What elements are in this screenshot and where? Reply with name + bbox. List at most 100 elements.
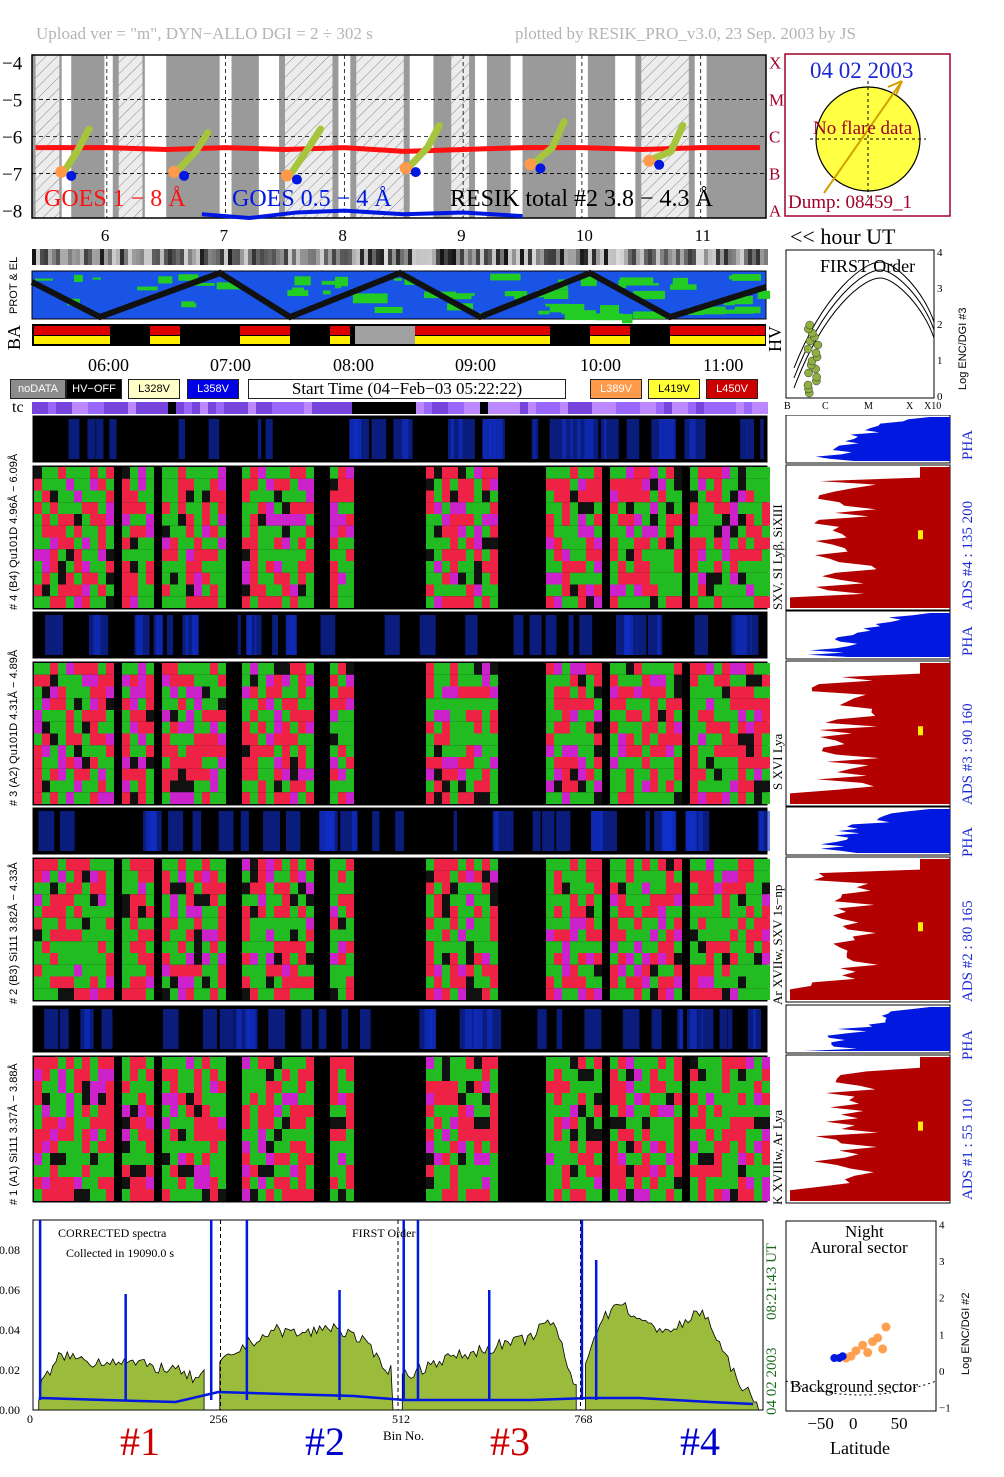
spectrogram-cell — [290, 1117, 298, 1129]
spectrogram-cell — [346, 906, 354, 918]
ba-gradient-cell — [172, 249, 176, 265]
spectrogram-cell — [762, 1093, 770, 1105]
spectrogram-cell — [706, 1165, 714, 1177]
spectrogram-cell — [242, 674, 250, 687]
spectrogram-cell — [98, 929, 106, 942]
ba-gradient-cell — [48, 249, 52, 265]
spectrogram-cell — [82, 514, 90, 526]
spectrogram-cell — [210, 1081, 218, 1093]
spectrogram-cell — [186, 870, 194, 883]
spectrogram-cell — [434, 757, 442, 769]
tc-cell — [88, 402, 96, 414]
spectrogram-cell — [130, 870, 138, 883]
spectrogram-cell — [138, 745, 146, 757]
spectrogram-cell — [594, 721, 602, 734]
spectrogram-cell — [266, 1093, 274, 1105]
spectrogram-cell — [98, 490, 106, 503]
spectrogram-cell — [178, 514, 186, 526]
spectrogram-cell — [642, 941, 650, 953]
spectrogram-cell — [554, 1177, 562, 1189]
spectrogram-cell — [250, 976, 258, 989]
spectrogram-cell — [258, 953, 266, 965]
spectrogram-cell — [698, 929, 706, 942]
spectrogram-cell — [250, 596, 258, 608]
spectrogram-cell — [642, 710, 650, 722]
spectrogram-cell — [258, 1165, 266, 1177]
spectrogram-cell — [186, 929, 194, 942]
spectrogram-cell — [634, 572, 642, 585]
spectrogram-cell — [58, 941, 66, 953]
spectrogram-cell — [658, 663, 666, 675]
spectrogram-cell — [90, 721, 98, 734]
spectrogram-cell — [330, 572, 338, 585]
spectrogram-cell — [146, 596, 154, 608]
ba-gradient-cell — [728, 249, 732, 265]
spectrogram-cell — [50, 1081, 58, 1093]
spectrogram-cell — [242, 894, 250, 906]
spectrogram-cell — [170, 584, 178, 597]
spectrogram-cell — [218, 1189, 226, 1201]
spectrogram-cell — [722, 1189, 730, 1201]
spectrogram-cell — [138, 1105, 146, 1117]
spectrogram-cell — [122, 686, 130, 699]
prot-patch — [504, 291, 528, 297]
ba-gradient-cell — [180, 249, 184, 265]
sun-date: 04 02 2003 — [810, 58, 914, 83]
spectrogram-cell — [570, 1129, 578, 1141]
spectrogram-cell — [82, 502, 90, 514]
tc-cell — [576, 402, 584, 414]
spectrogram-cell — [330, 1105, 338, 1117]
spectrogram-cell — [482, 721, 490, 734]
spectrogram-cell — [730, 467, 738, 479]
spectrogram-cell — [610, 1117, 618, 1129]
spectrogram-cell — [722, 1081, 730, 1093]
tc-cell — [456, 402, 464, 414]
spectrogram-cell — [266, 514, 274, 526]
spectrogram-cell — [218, 917, 226, 930]
spectrogram-cell — [66, 514, 74, 526]
ba-gradient-cell — [356, 249, 360, 265]
spectrogram-cell — [250, 1093, 258, 1105]
spectrogram-cell — [594, 870, 602, 883]
ba-gradient-cell — [520, 249, 524, 265]
spectrogram-cell — [674, 1105, 682, 1117]
spectrogram-cell — [746, 721, 754, 734]
spectrogram-cell — [266, 572, 274, 585]
spectrogram-cell — [674, 745, 682, 757]
spectrogram-cell — [762, 757, 770, 769]
spectrogram-cell — [242, 710, 250, 722]
spectrogram-cell — [50, 976, 58, 989]
spectrogram-cell — [690, 768, 698, 781]
spectrogram-cell — [666, 882, 674, 895]
spectrogram-cell — [266, 988, 274, 1000]
spectrogram-cell — [658, 745, 666, 757]
spectrogram-cell — [450, 768, 458, 781]
spectrogram-cell — [186, 537, 194, 550]
spectrogram-cell — [218, 1069, 226, 1081]
spectrogram-cell — [218, 561, 226, 573]
goes-ytick: −6 — [2, 128, 22, 149]
spectrogram-cell — [458, 988, 466, 1000]
spectrogram-cell — [98, 941, 106, 953]
spectrogram-cell — [626, 525, 634, 538]
spectrogram-cell — [674, 929, 682, 942]
spectrogram-cell — [690, 561, 698, 573]
spectrogram-cell — [138, 929, 146, 942]
spectrogram-cell — [82, 1081, 90, 1093]
spectrogram-cell — [138, 572, 146, 585]
spectrogram-cell — [434, 941, 442, 953]
spectrogram-cell — [626, 1057, 634, 1069]
spectrogram-cell — [218, 1153, 226, 1165]
spectrogram-cell — [50, 1057, 58, 1069]
ba-gradient-cell — [544, 249, 548, 265]
spectrogram-cell — [42, 561, 50, 573]
spectrogram-cell — [698, 1177, 706, 1189]
spectrogram-cell — [466, 882, 474, 895]
spectrogram-cell — [146, 1153, 154, 1165]
spectrogram-cell — [338, 674, 346, 687]
spectrogram-cell — [178, 976, 186, 989]
spectrogram-cell — [658, 929, 666, 942]
spectrogram-cell — [610, 698, 618, 710]
spectrogram-cell — [466, 572, 474, 585]
spectrogram-cell — [58, 929, 66, 942]
